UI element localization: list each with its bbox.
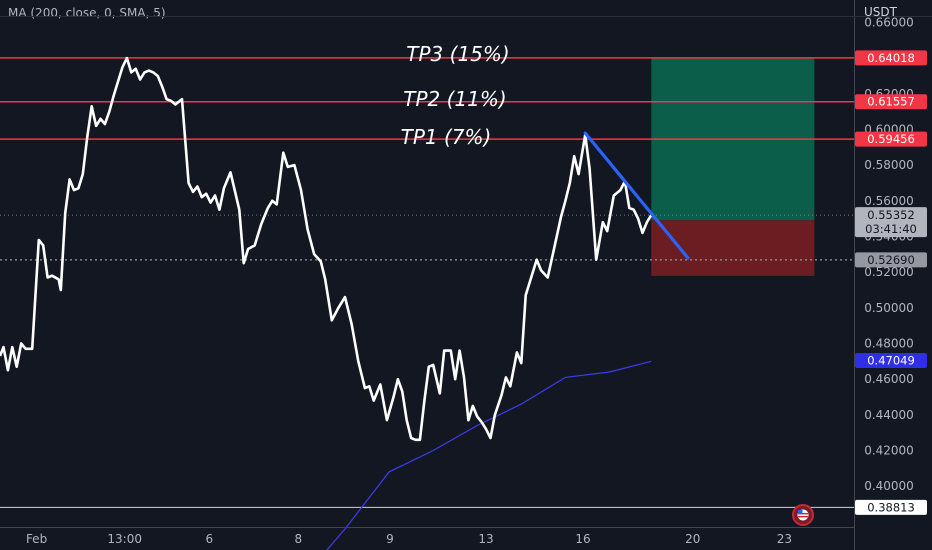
x-tick-label: 20 [685,532,700,546]
tp-annotations: TP3 (15%) TP2 (11%) TP1 (7%) [401,42,510,149]
y-tick-label: 0.44000 [864,408,914,422]
y-tick-label: 0.58000 [864,158,914,172]
y-tick-label: 0.42000 [864,443,914,457]
y-tick-label: 0.40000 [864,479,914,493]
bottom-price-badge-bg [855,499,927,515]
x-tick-label: 13 [478,532,493,546]
tp3-annotation: TP3 (15%) [406,42,509,66]
stop-price-badge-bg [855,252,927,268]
x-tick-label: 23 [777,532,792,546]
stop-price-badge: 0.52690 [867,253,915,267]
currency-label[interactable]: USDT [864,5,897,19]
y-tick-label: 0.52000 [864,265,914,279]
tp3-price-badge-bg [855,50,927,66]
trendline [583,131,690,260]
x-tick-label: Feb [26,532,47,546]
flag-icon[interactable] [792,504,814,526]
x-tick-label: 9 [386,532,394,546]
y-tick-label: 0.66000 [864,15,914,29]
x-tick-label: 8 [295,532,303,546]
tp2-price-badge-bg [855,94,927,110]
x-tick-label: 13:00 [107,532,142,546]
series-lines [0,56,690,550]
y-tick-label: 0.48000 [864,336,914,350]
horizontal-levels [0,57,854,508]
ma-price-badge-bg [855,352,927,368]
tp2-price-badge: 0.61557 [867,95,915,109]
x-tick-label: 6 [205,532,213,546]
y-tick-label: 0.56000 [864,194,914,208]
ma-line [326,360,652,550]
tp3-price-badge: 0.64018 [867,51,915,65]
y-tick-label: 0.50000 [864,301,914,315]
last-price-badge: 0.55352 [867,208,915,222]
bottom-price-badge: 0.38813 [867,500,915,514]
tp1-price-badge: 0.59456 [867,132,915,146]
loss-zone [651,220,815,276]
countdown-badge: 03:41:40 [865,222,917,236]
tp1-price-badge-bg [855,131,927,147]
x-tick-label: 16 [575,532,590,546]
last-price-badge-bg [855,207,927,238]
y-tick-label: 0.46000 [864,372,914,386]
tp2-annotation: TP2 (11%) [403,87,506,111]
price-line [0,56,653,442]
ma-price-badge: 0.47049 [867,353,915,367]
tp1-annotation: TP1 (7%) [401,125,492,149]
